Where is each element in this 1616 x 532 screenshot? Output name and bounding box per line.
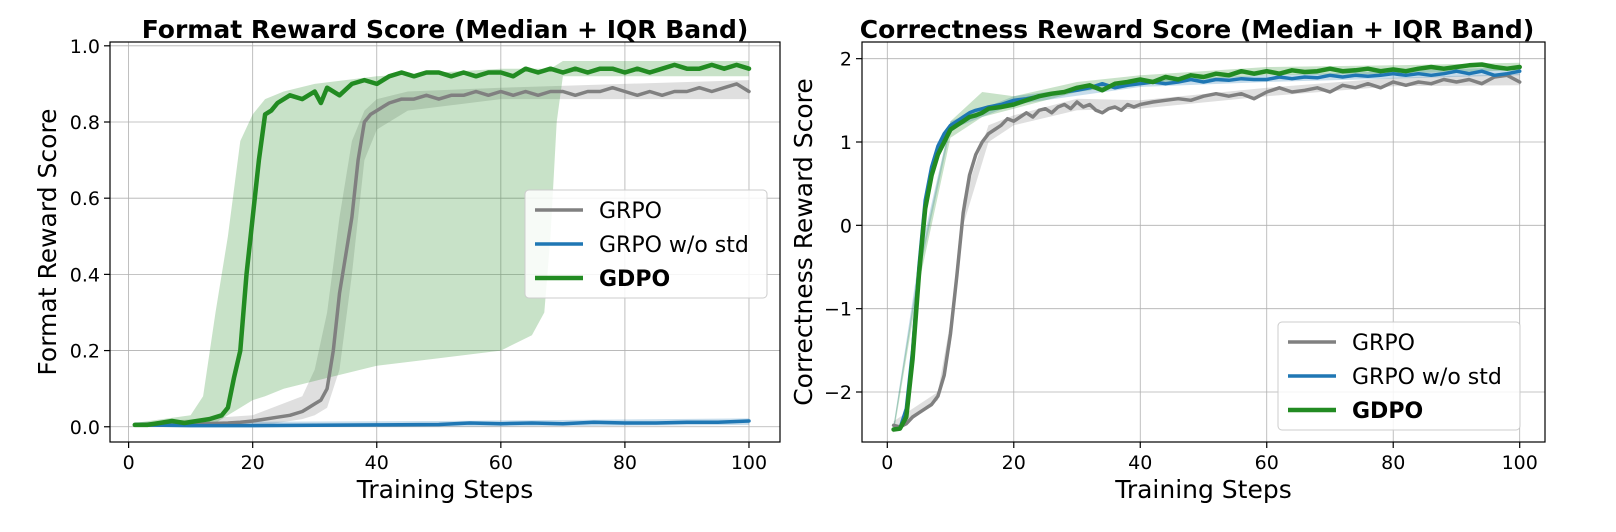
legend-box — [1277, 321, 1521, 431]
x-tick-label: 0 — [123, 452, 135, 474]
iqr-band-gdpo — [134, 61, 750, 427]
y-tick-label: 0.4 — [70, 264, 100, 286]
x-tick-label: 100 — [1502, 452, 1538, 474]
y-tick-label: 0.0 — [70, 417, 100, 439]
x-tick-label: 80 — [613, 452, 637, 474]
x-tick-label: 40 — [1128, 452, 1152, 474]
format-reward-chart: 0 20 40 60 80 100 0.0 0.2 0.4 0.6 0.8 1.0 Format Rew… — [33, 15, 781, 504]
series-line-grpo-w-o-std — [891, 69, 1522, 432]
x-axis-label: Training Steps — [1114, 475, 1292, 504]
plot-area — [891, 62, 1522, 434]
y-tick-label: 1.0 — [70, 36, 100, 58]
y-tick-label: 0.2 — [70, 341, 100, 363]
legend-label: GRPO w/o std — [599, 233, 749, 258]
series-line-gdpo — [132, 62, 752, 428]
legend-label: GDPO — [1352, 399, 1423, 424]
chart-title: Correctness Reward Score (Median + IQR B… — [860, 15, 1535, 44]
axes-frame — [109, 41, 781, 443]
x-tick-label: 20 — [241, 452, 265, 474]
series-line-grpo — [891, 73, 1522, 429]
legend-label: GRPO w/o std — [1352, 365, 1502, 390]
plot-area — [132, 61, 752, 428]
y-axis-label: Correctness Reward Score — [789, 78, 818, 406]
x-axis-label: Training Steps — [356, 475, 534, 504]
legend-label: GRPO — [1352, 331, 1415, 356]
x-tick-label: 20 — [1002, 452, 1026, 474]
y-tick-label: −2 — [824, 382, 852, 404]
x-tick-label: 60 — [1255, 452, 1279, 474]
legend-label: GRPO — [599, 199, 662, 224]
series-line-grpo-w-o-std — [133, 419, 751, 428]
legend: GRPO GRPO w/o std GDPO — [524, 189, 768, 299]
x-tick-label: 60 — [489, 452, 513, 474]
grid — [862, 42, 1545, 442]
y-tick-label: 0.6 — [70, 188, 100, 210]
chart-title: Format Reward Score (Median + IQR Band) — [142, 15, 749, 44]
legend: GRPO GRPO w/o std GDPO — [1277, 321, 1521, 431]
legend-box — [524, 189, 768, 299]
x-tick-label: 0 — [881, 452, 893, 474]
y-axis-label: Format Reward Score — [33, 108, 62, 375]
y-tick-label: 0 — [840, 215, 852, 237]
correctness-reward-chart: 0 20 40 60 80 100 −2 −1 0 1 2 Correctness Reward Sc… — [789, 15, 1546, 504]
y-tick-label: −1 — [824, 299, 852, 321]
x-tick-label: 40 — [365, 452, 389, 474]
y-tick-label: 1 — [840, 132, 852, 154]
legend-label: GDPO — [599, 267, 670, 292]
axes-frame — [861, 41, 1546, 443]
y-tick-label: 0.8 — [70, 112, 100, 134]
series-line-grpo — [133, 82, 751, 427]
x-tick-label: 100 — [731, 452, 767, 474]
y-tick-label: 2 — [840, 49, 852, 71]
series-line-gdpo — [891, 62, 1522, 432]
x-tick-label: 80 — [1381, 452, 1405, 474]
